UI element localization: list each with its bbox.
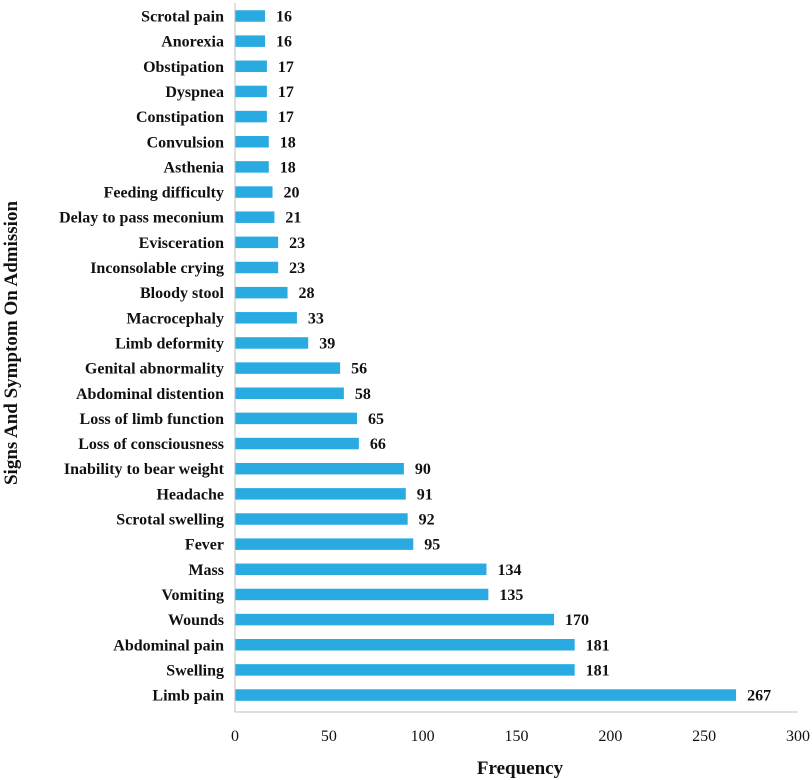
value-label-swelling: 181 [586, 662, 610, 679]
category-label-abdominal-distention: Abdominal distention [76, 386, 224, 403]
bar-delay-to-pass-meconium [235, 211, 275, 223]
value-label-asthenia: 18 [280, 159, 296, 176]
bar-constipation [235, 110, 267, 123]
category-label-wounds: Wounds [168, 612, 224, 629]
bar-mass [235, 563, 487, 576]
bar-wounds [235, 613, 555, 626]
value-label-constipation: 17 [278, 109, 294, 126]
value-label-anorexia: 16 [276, 34, 292, 51]
category-label-abdominal-pain: Abdominal pain [113, 637, 224, 654]
category-label-limb-deformity: Limb deformity [115, 335, 224, 352]
value-label-evisceration: 23 [289, 235, 305, 252]
value-label-genital-abnormality: 56 [351, 361, 367, 378]
bar-swelling [235, 664, 575, 676]
bar-headache [235, 488, 406, 500]
y-axis-title: Signs And Symptom On Admission [1, 201, 22, 485]
bar-obstipation [235, 60, 267, 73]
bar-macrocephaly [235, 312, 297, 324]
category-label-genital-abnormality: Genital abnormality [85, 361, 224, 378]
category-label-anorexia: Anorexia [161, 34, 224, 51]
bar-inability-to-bear-weight [235, 462, 404, 475]
category-label-headache: Headache [156, 486, 224, 503]
category-label-mass: Mass [188, 562, 224, 579]
bar-scrotal-pain [235, 10, 266, 22]
bar-genital-abnormality [235, 362, 341, 374]
value-label-headache: 91 [417, 486, 433, 503]
bar-asthenia [235, 161, 269, 173]
value-labels-group: 16 16 17 17 17 18 18 20 21 23 23 28 33 39 56 58 65 66 90 91… [276, 9, 771, 705]
value-label-obstipation: 17 [278, 59, 294, 76]
bar-anorexia [235, 35, 266, 47]
bar-bloody-stool [235, 286, 288, 299]
category-label-feeding-difficulty: Feeding difficulty [104, 185, 224, 202]
value-label-scrotal-pain: 16 [276, 9, 292, 26]
x-tick-label-150: 150 [505, 728, 529, 745]
value-label-vomiting: 135 [499, 587, 523, 604]
bar-feeding-difficulty [235, 186, 273, 198]
value-label-scrotal-swelling: 92 [419, 512, 435, 529]
bar-vomiting [235, 588, 489, 601]
value-label-limb-deformity: 39 [319, 335, 335, 352]
value-label-delay-to-pass-meconium: 21 [285, 210, 301, 227]
category-label-constipation: Constipation [136, 109, 224, 126]
x-axis-title: Frequency [477, 758, 564, 779]
x-tick-label-300: 300 [786, 728, 810, 745]
value-label-loss-of-limb-function: 65 [368, 411, 384, 428]
value-label-feeding-difficulty: 20 [284, 185, 300, 202]
category-label-obstipation: Obstipation [143, 59, 224, 76]
bar-inconsolable-crying [235, 261, 279, 274]
category-label-swelling: Swelling [166, 662, 224, 679]
category-label-bloody-stool: Bloody stool [140, 285, 225, 302]
x-tick-label-100: 100 [411, 728, 435, 745]
x-tick-label-50: 50 [321, 728, 337, 745]
category-label-delay-to-pass-meconium: Delay to pass meconium [59, 210, 225, 227]
value-label-inability-to-bear-weight: 90 [415, 461, 431, 478]
value-label-fever: 95 [424, 537, 440, 554]
category-label-dyspnea: Dyspnea [165, 84, 224, 101]
value-label-limb-pain: 267 [747, 688, 771, 705]
category-labels-group: Scrotal pain Anorexia Obstipation Dyspnea Co… [59, 9, 225, 705]
value-label-inconsolable-crying: 23 [289, 260, 305, 277]
bar-dyspnea [235, 85, 267, 98]
category-label-convulsion: Convulsion [147, 134, 224, 151]
category-label-asthenia: Asthenia [164, 159, 224, 176]
bars-group [235, 10, 737, 701]
bar-limb-pain [235, 689, 737, 701]
category-label-inconsolable-crying: Inconsolable crying [90, 260, 224, 277]
value-label-dyspnea: 17 [278, 84, 294, 101]
category-label-fever: Fever [185, 537, 224, 554]
bar-convulsion [235, 136, 269, 148]
bar-abdominal-distention [235, 387, 344, 399]
value-label-convulsion: 18 [280, 134, 296, 151]
x-tick-label-250: 250 [692, 728, 716, 745]
value-label-macrocephaly: 33 [308, 310, 324, 327]
x-ticks-group: 0 50 100 150 200 250 300 [231, 728, 810, 745]
bar-fever [235, 538, 414, 550]
value-label-wounds: 170 [565, 612, 589, 629]
value-label-loss-of-consciousness: 66 [370, 436, 386, 453]
category-label-limb-pain: Limb pain [152, 688, 224, 705]
bar-abdominal-pain [235, 639, 575, 651]
value-label-bloody-stool: 28 [299, 285, 315, 302]
category-label-macrocephaly: Macrocephaly [127, 310, 224, 327]
bar-loss-of-consciousness [235, 437, 359, 450]
bar-evisceration [235, 236, 279, 249]
x-tick-label-0: 0 [231, 728, 239, 745]
x-tick-label-200: 200 [598, 728, 622, 745]
value-label-abdominal-pain: 181 [586, 637, 610, 654]
value-label-abdominal-distention: 58 [355, 386, 371, 403]
category-label-scrotal-pain: Scrotal pain [141, 9, 224, 26]
bar-scrotal-swelling [235, 513, 408, 525]
category-label-evisceration: Evisceration [139, 235, 224, 252]
category-label-scrotal-swelling: Scrotal swelling [116, 512, 224, 529]
value-label-mass: 134 [497, 562, 521, 579]
category-label-vomiting: Vomiting [161, 587, 224, 604]
bar-loss-of-limb-function [235, 412, 357, 425]
category-label-loss-of-consciousness: Loss of consciousness [78, 436, 224, 453]
category-label-inability-to-bear-weight: Inability to bear weight [64, 461, 225, 478]
bar-limb-deformity [235, 337, 309, 349]
axes-group [234, 3, 798, 713]
category-label-loss-of-limb-function: Loss of limb function [80, 411, 225, 428]
